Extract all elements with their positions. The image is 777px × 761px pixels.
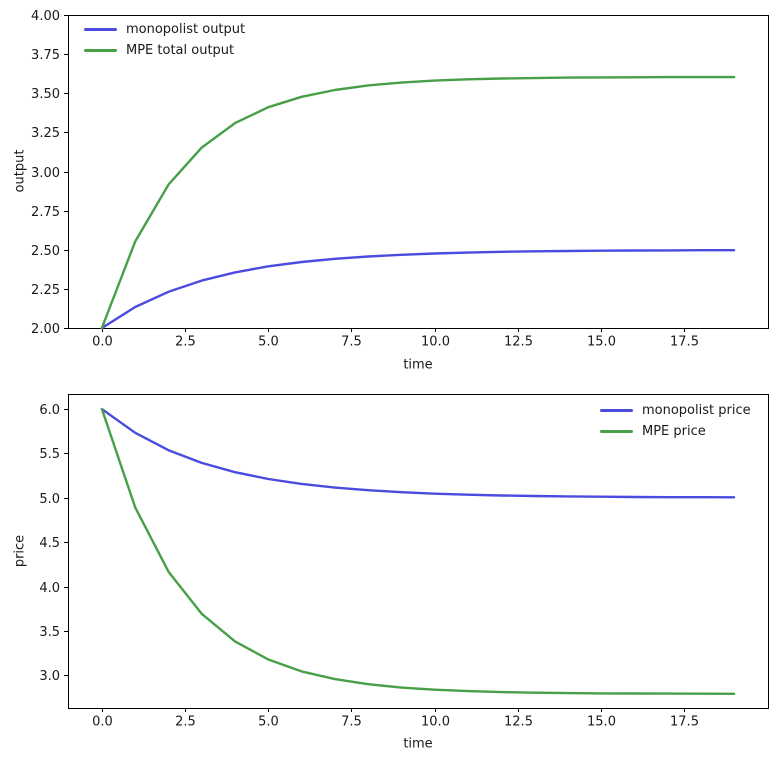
monopolist-output-line-swatch [84, 27, 117, 31]
x-tick-label: 12.5 [504, 715, 533, 730]
mpe-output-line-swatch [84, 48, 117, 52]
price-chart: 0.0 2.5 5.0 7.5 10.0 12.5 15.0 17.5 3.0 3.5 4.0 4.5… [39, 394, 769, 730]
mpe-price-line-swatch [600, 429, 633, 433]
y-tick-label: 2.50 [31, 244, 60, 259]
y-tick-label: 6.0 [39, 403, 60, 418]
y-tick-label: 3.0 [39, 669, 60, 684]
y-tick-label: 3.25 [31, 126, 60, 141]
x-tick-label: 10.0 [421, 335, 450, 350]
y-tick-label: 4.5 [39, 536, 60, 551]
x-tick-label: 2.5 [175, 715, 196, 730]
y-tick-label: 2.25 [31, 283, 60, 298]
price-legend: monopolist price MPE price [600, 402, 751, 439]
series-line-mpe-total-output [100, 75, 736, 330]
y-tick-label: 3.00 [31, 166, 60, 181]
legend-item-monopolist-output: monopolist output [84, 21, 246, 37]
x-tick-label: 12.5 [504, 335, 533, 350]
legend-label: monopolist price [642, 402, 751, 418]
x-tick-label: 5.0 [258, 715, 279, 730]
y-tick-label: 3.5 [39, 625, 60, 640]
output-legend: monopolist output MPE total output [84, 21, 246, 58]
series-line-monopolist-price [100, 407, 736, 499]
series-line-monopolist-output [100, 248, 736, 330]
legend-label: MPE price [642, 423, 706, 439]
axes-box [68, 394, 769, 709]
y-tick-label: 3.75 [31, 48, 60, 63]
series-line-mpe-price [100, 407, 736, 695]
output-axis-label: output [12, 149, 28, 193]
monopolist-price-line-swatch [600, 408, 633, 412]
x-tick-label: 0.0 [92, 715, 113, 730]
y-tick-label: 4.0 [39, 581, 60, 596]
x-tick-label: 17.5 [670, 715, 699, 730]
y-tick-label: 3.50 [31, 87, 60, 102]
legend-item-mpe-total-output: MPE total output [84, 42, 245, 58]
output-chart: 0.0 2.5 5.0 7.5 10.0 12.5 15.0 17.5 2.00 2.25 2.50… [31, 9, 769, 350]
x-tick-label: 2.5 [175, 335, 196, 350]
x-tick-label: 15.0 [587, 715, 616, 730]
x-tick-label: 15.0 [587, 335, 616, 350]
legend-label: MPE total output [126, 42, 235, 58]
x-tick-label: 17.5 [670, 335, 699, 350]
x-tick-label: 7.5 [341, 715, 362, 730]
legend-item-monopolist-price: monopolist price [600, 402, 751, 418]
legend-label: monopolist output [126, 21, 246, 37]
time-axis-label-top: time [403, 357, 433, 373]
x-tick-label: 0.0 [92, 335, 113, 350]
y-tick-label: 5.0 [39, 492, 60, 507]
y-tick-label: 2.00 [31, 322, 60, 337]
x-tick-label: 10.0 [421, 715, 450, 730]
y-tick-label: 4.00 [31, 9, 60, 24]
y-tick-label: 5.5 [39, 447, 60, 462]
axes-box [68, 15, 769, 329]
time-axis-label-bottom: time [403, 736, 433, 752]
x-tick-label: 5.0 [258, 335, 279, 350]
x-tick-label: 7.5 [341, 335, 362, 350]
price-axis-label: price [12, 534, 28, 568]
legend-item-mpe-price: MPE price [600, 423, 751, 439]
y-tick-label: 2.75 [31, 205, 60, 220]
